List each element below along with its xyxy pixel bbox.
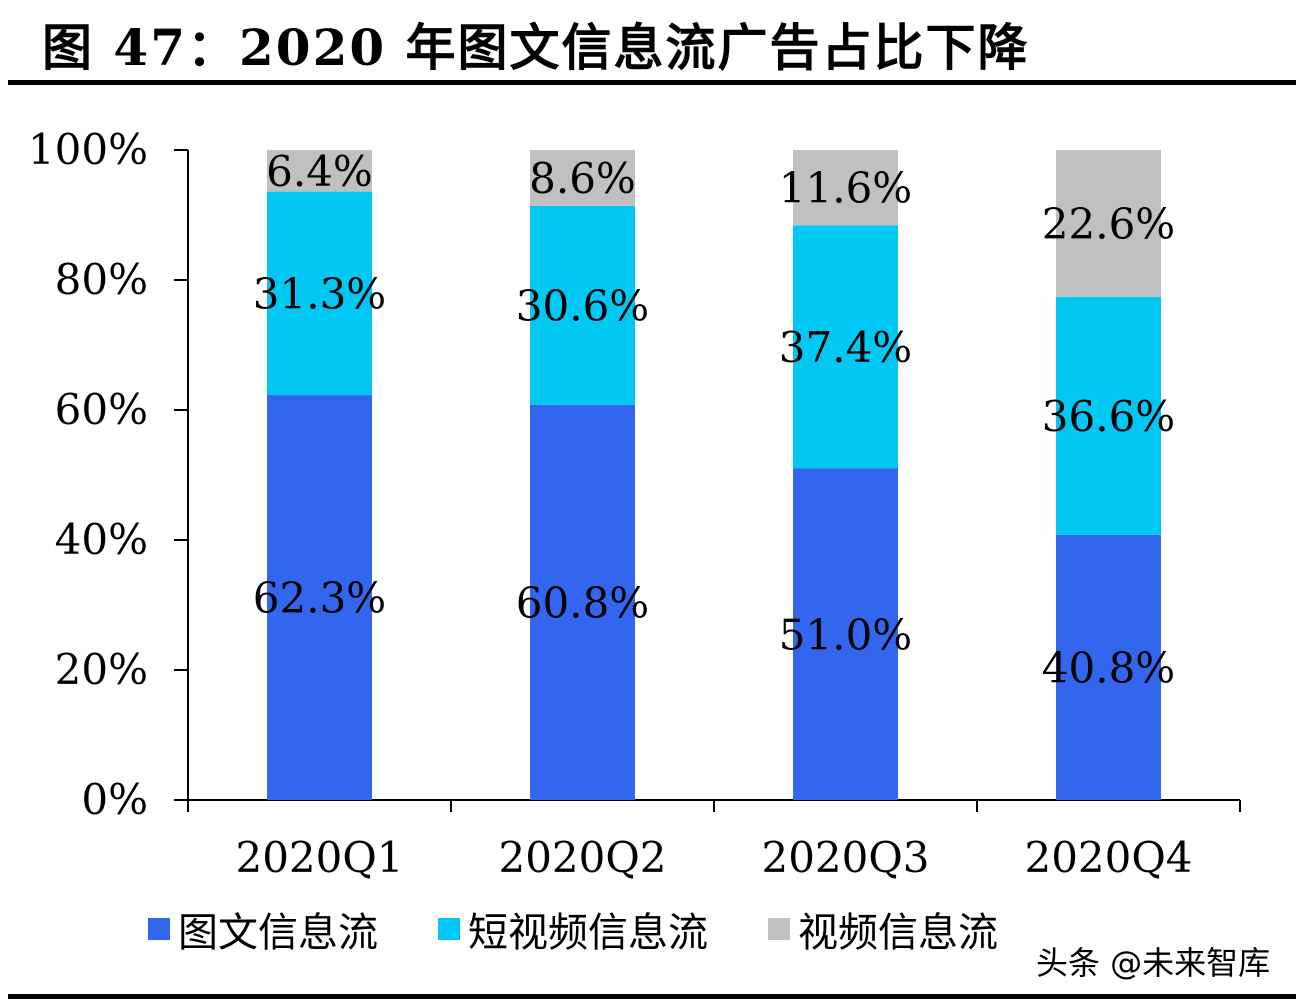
data-label: 62.3% (253, 574, 386, 623)
data-label: 60.8% (516, 578, 649, 627)
y-tick-label: 100% (28, 125, 148, 174)
data-label: 6.4% (266, 147, 373, 196)
legend-label: 视频信息流 (798, 910, 998, 956)
data-label: 37.4% (779, 323, 912, 372)
y-tick-label: 20% (55, 645, 148, 694)
bar-segment (1056, 150, 1161, 297)
data-label: 30.6% (516, 281, 649, 330)
bar-segment (793, 225, 898, 469)
data-label: 51.0% (779, 610, 912, 659)
bar-segment (530, 404, 635, 800)
data-label: 40.8% (1042, 643, 1175, 692)
bar-segment (1056, 534, 1161, 800)
bar-segment (793, 468, 898, 800)
data-label: 22.6% (1042, 199, 1175, 248)
title-rule (8, 80, 1296, 85)
legend-item: 短视频信息流 (438, 900, 708, 958)
legend-swatch (768, 918, 790, 940)
data-label: 36.6% (1042, 392, 1175, 441)
legend-swatch (438, 918, 460, 940)
bar-segment (793, 150, 898, 226)
legend: 图文信息流 短视频信息流 视频信息流 (148, 900, 1058, 958)
bar-segment (267, 191, 372, 396)
legend-label: 短视频信息流 (468, 910, 708, 956)
data-label: 8.6% (529, 154, 636, 203)
y-tick-label: 0% (81, 775, 148, 824)
legend-item: 图文信息流 (148, 900, 378, 958)
bar-segment (267, 150, 372, 192)
bar-segment (267, 395, 372, 800)
legend-item: 视频信息流 (768, 900, 998, 958)
bar-segment (1056, 296, 1161, 535)
data-label: 31.3% (253, 269, 386, 318)
bottom-rule (8, 994, 1296, 999)
bar-segment (530, 205, 635, 405)
bar-segment (530, 150, 635, 206)
legend-swatch (148, 918, 170, 940)
stacked-bar-chart: 0% 20% 40% 60% 80% 100% 62.3% 31.3% 6.4% 2020Q1 60… (28, 125, 1241, 882)
figure-title: 图 47：2020 年图文信息流广告占比下降 (42, 18, 1030, 77)
y-tick-label: 40% (55, 515, 148, 564)
data-label: 11.6% (779, 164, 912, 213)
x-tick-label: 2020Q1 (235, 833, 403, 882)
y-tick-label: 60% (55, 385, 148, 434)
x-tick-label: 2020Q2 (498, 833, 666, 882)
watermark: 头条 @未来智库 (1036, 944, 1271, 982)
x-tick-label: 2020Q3 (761, 833, 929, 882)
y-tick-label: 80% (55, 255, 148, 304)
x-tick-label: 2020Q4 (1024, 833, 1192, 882)
legend-label: 图文信息流 (178, 910, 378, 956)
